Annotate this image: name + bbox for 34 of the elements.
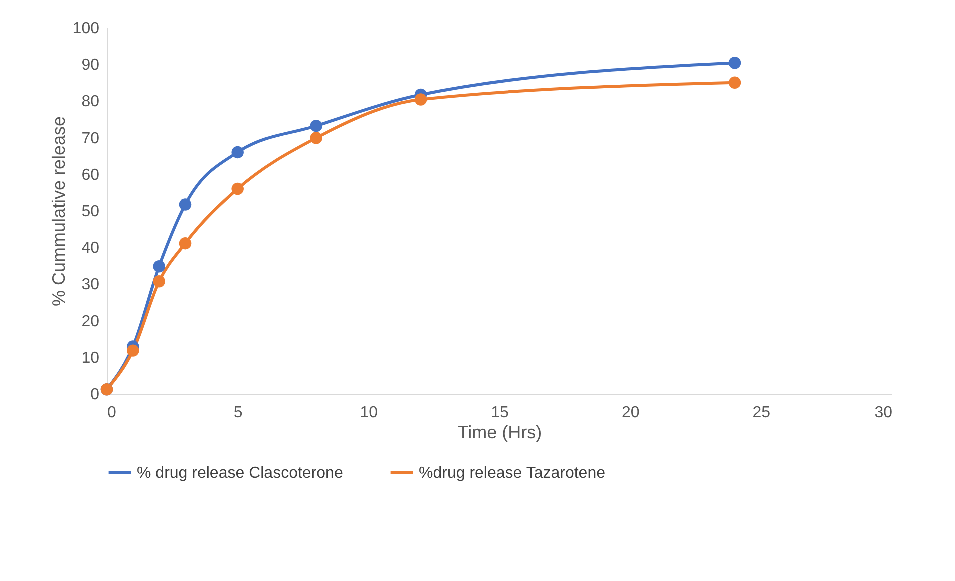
point	[127, 344, 140, 357]
x-tick-label: 15	[491, 404, 509, 422]
y-tick-label: 40	[82, 240, 100, 258]
point	[153, 260, 166, 273]
x-tick-label: 0	[108, 404, 116, 422]
point	[310, 132, 322, 144]
legend-label: %drug release Tazarotene	[419, 465, 606, 482]
y-tick-label: 30	[82, 276, 100, 294]
point	[728, 76, 742, 90]
y-tick-label: 60	[82, 166, 100, 184]
point	[414, 94, 428, 106]
x-tick-label: 30	[874, 404, 893, 422]
point	[179, 237, 192, 250]
point	[310, 120, 322, 132]
y-tick-label: 20	[82, 313, 100, 330]
y-axis-title: % Cummulative release	[48, 116, 69, 307]
x-tick-label: 5	[234, 404, 243, 422]
y-tick-label: 70	[82, 130, 100, 148]
x-tick-label: 10	[360, 404, 378, 422]
y-tick-label: 0	[90, 386, 100, 404]
point	[232, 146, 244, 159]
x-tick-label: 20	[622, 404, 640, 422]
x-axis-title: Time (Hrs)	[458, 422, 542, 442]
y-tick-label: 10	[82, 350, 100, 367]
y-tick-label: 50	[82, 204, 100, 220]
legend-label: % drug release Clascoterone	[137, 465, 344, 482]
point	[232, 182, 244, 196]
point	[179, 198, 192, 211]
y-tick-label: 100	[72, 20, 100, 38]
point	[153, 276, 166, 288]
y-tick-label: 80	[82, 94, 100, 111]
x-tick-label: 25	[752, 404, 771, 422]
point	[728, 57, 742, 70]
y-tick-label: 90	[82, 57, 100, 74]
